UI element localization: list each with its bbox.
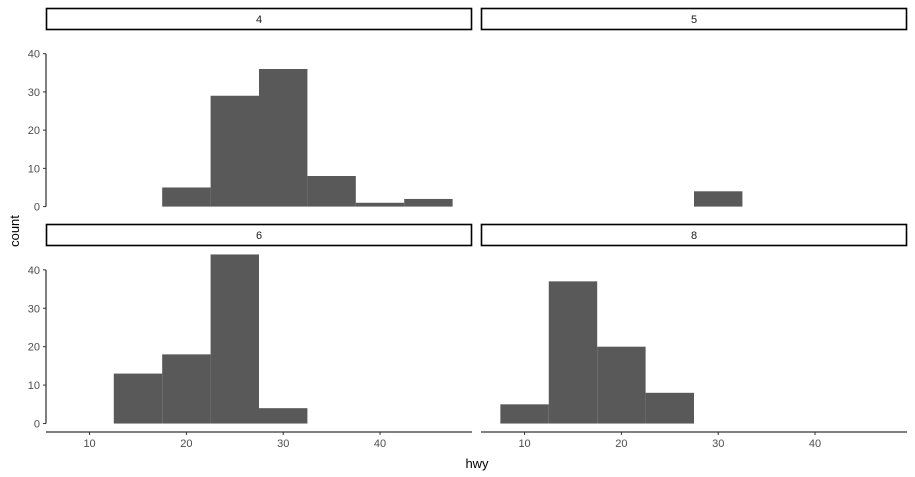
y-tick-label: 40 bbox=[28, 49, 40, 61]
y-tick-label: 0 bbox=[34, 202, 40, 214]
x-tick-label: 20 bbox=[180, 438, 192, 450]
y-tick-label: 10 bbox=[28, 163, 40, 175]
facet-strip bbox=[45, 223, 473, 247]
x-tick-label: 40 bbox=[809, 438, 821, 450]
facet-strip-label: 6 bbox=[256, 230, 262, 242]
histogram-bar bbox=[355, 202, 405, 207]
histogram-bar bbox=[259, 68, 308, 207]
histogram-bar bbox=[113, 373, 163, 424]
histogram-bar bbox=[404, 198, 453, 207]
histogram-bar bbox=[162, 354, 211, 424]
histogram-bar bbox=[645, 392, 694, 424]
y-tick-label: 0 bbox=[34, 419, 40, 431]
facet-strip bbox=[480, 223, 908, 247]
histogram-bar bbox=[500, 404, 549, 424]
facet-strip bbox=[480, 7, 908, 31]
facet-panel-5: 5 bbox=[480, 7, 908, 207]
y-tick-label: 20 bbox=[28, 342, 40, 354]
y-tick-label: 30 bbox=[28, 303, 40, 315]
x-axis-title: hwy bbox=[465, 456, 489, 471]
x-tick-label: 10 bbox=[83, 438, 95, 450]
x-tick-label: 30 bbox=[712, 438, 724, 450]
histogram-bar bbox=[259, 408, 308, 424]
histogram-bar bbox=[210, 95, 259, 207]
y-axis-title: count bbox=[7, 215, 22, 247]
x-tick-label: 10 bbox=[518, 438, 530, 450]
facet-strip bbox=[45, 7, 473, 31]
y-tick-label: 30 bbox=[28, 87, 40, 99]
histogram-bar bbox=[694, 191, 743, 207]
histogram-bar bbox=[307, 176, 356, 207]
histogram-bar bbox=[548, 281, 598, 424]
x-tick-label: 20 bbox=[615, 438, 627, 450]
facet-strip-label: 4 bbox=[256, 14, 262, 26]
facet-strip-label: 8 bbox=[691, 230, 697, 242]
facet-strip-label: 5 bbox=[691, 14, 697, 26]
y-tick-label: 20 bbox=[28, 125, 40, 137]
x-tick-label: 30 bbox=[277, 438, 289, 450]
facet-panel-8: 8 10 20 30 40 bbox=[480, 223, 908, 450]
x-tick-label: 40 bbox=[374, 438, 386, 450]
histogram-bar bbox=[210, 254, 259, 424]
facet-panel-6: 6 0 10 20 30 40 10 20 30 40 bbox=[28, 223, 473, 450]
y-tick-label: 10 bbox=[28, 380, 40, 392]
histogram-bar bbox=[162, 187, 211, 207]
y-tick-label: 40 bbox=[28, 265, 40, 277]
histogram-bar bbox=[597, 346, 646, 424]
